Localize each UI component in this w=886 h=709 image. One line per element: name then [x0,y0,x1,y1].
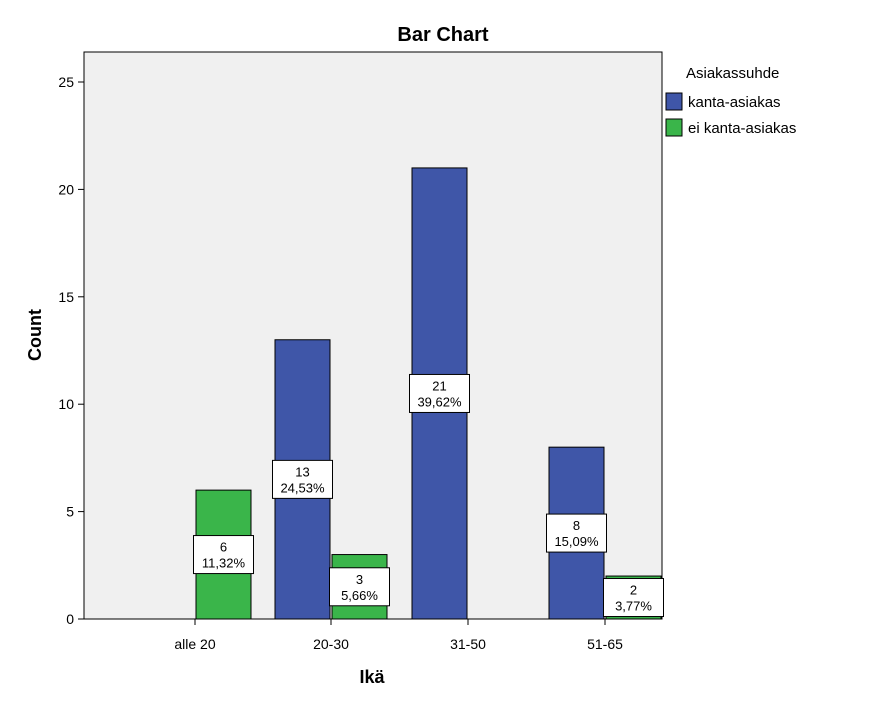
data-label-count: 3 [356,572,363,587]
data-label-percent: 11,32% [202,556,246,571]
data-label-percent: 24,53% [280,480,325,495]
data-label-count: 21 [432,378,446,393]
data-label-percent: 15,09% [554,534,599,549]
x-tick-label: alle 20 [174,636,215,652]
legend-swatch [665,118,683,137]
data-label-box [193,535,254,575]
legend-item-label: ei kanta-asiakas [688,120,796,137]
y-tick-label: 20 [58,181,74,197]
legend-item-label: kanta-asiakas [688,94,781,111]
data-label-box [329,567,390,607]
data-label-box [409,373,470,413]
x-tick-label: 51-65 [587,636,623,652]
x-axis-label: Ikä [359,667,385,687]
y-tick-label: 10 [58,396,74,412]
data-label-count: 8 [573,518,580,533]
x-tick-label: 20-30 [313,636,349,652]
data-label-box [603,578,664,618]
data-label-count: 6 [220,540,227,555]
data-label-count: 2 [630,583,637,598]
data-label-percent: 5,66% [341,588,378,603]
data-label-box [272,459,333,499]
y-tick-label: 5 [66,504,74,520]
y-tick-label: 15 [58,289,74,305]
data-label-box [546,513,607,553]
x-tick-label: 31-50 [450,636,486,652]
y-axis-label: Count [25,309,45,361]
legend-title: Asiakassuhde [686,65,779,82]
data-label-percent: 3,77% [615,599,652,614]
y-tick-label: 25 [58,74,74,90]
y-tick-label: 0 [66,611,74,627]
chart-title: Bar Chart [397,24,488,46]
x-axis: alle 20 20-30 31-50 51-65 [174,619,623,652]
data-label-percent: 39,62% [417,394,462,409]
data-label-count: 13 [295,464,309,479]
y-axis: 0 5 10 15 20 25 [58,74,84,627]
legend-swatch [665,92,683,111]
legend: Asiakassuhde kanta-asiakas ei kanta-asiak… [665,65,796,137]
